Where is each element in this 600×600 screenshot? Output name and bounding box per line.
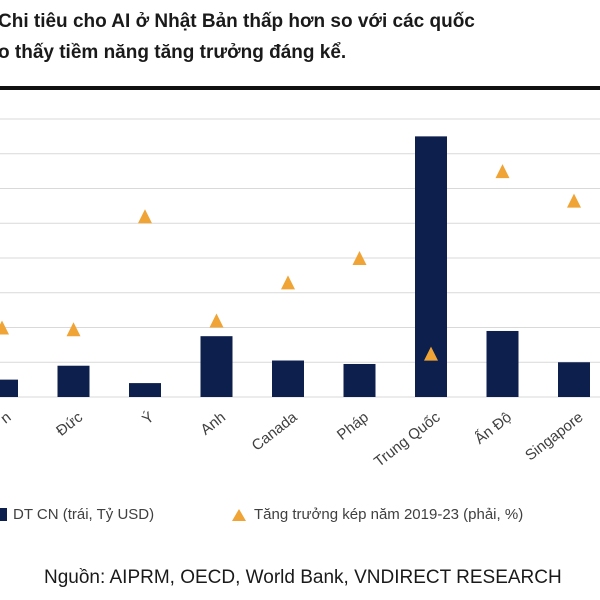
bar [129, 383, 161, 397]
x-tick-label: Canada [249, 408, 301, 454]
title-line-1: Chi tiêu cho AI ở Nhật Bản thấp hơn so v… [0, 11, 475, 32]
x-tick-label: Đức [53, 408, 86, 439]
source-note: Nguồn: AIPRM, OECD, World Bank, VNDIRECT… [44, 567, 562, 588]
marker-triangle [0, 320, 9, 335]
x-tick-label: Anh [197, 409, 229, 439]
bar [200, 336, 233, 397]
marker-triangle [495, 164, 510, 179]
marker-triangle [352, 251, 367, 265]
x-tick-label: Ấn Độ [472, 409, 515, 448]
legend-triangle-swatch [232, 508, 246, 521]
legend-item-marker: Tăng trưởng kép năm 2019-23 (phải, %) [232, 506, 523, 523]
bar [0, 379, 18, 397]
marker-triangle [281, 275, 295, 290]
legend-item-bar: DT CN (trái, Tỷ USD) [0, 506, 154, 523]
legend-marker-label: Tăng trưởng kép năm 2019-23 (phải, %) [254, 506, 524, 523]
chart-plot: n Đức Ý Anh Canada Pháp Trung Quốc Ấn Độ Singapo… [0, 118, 600, 471]
bar [57, 365, 90, 397]
bar [558, 362, 590, 397]
x-tick-label: n [0, 409, 14, 428]
marker-triangle [567, 193, 581, 208]
x-tick-label: Singapore [522, 409, 586, 465]
markers [0, 164, 581, 361]
x-tick-label: Pháp [334, 409, 372, 444]
chart-title: Chi tiêu cho AI ở Nhật Bản thấp hơn so v… [0, 6, 600, 68]
marker-triangle [209, 313, 224, 328]
bars [0, 136, 590, 397]
bar [272, 360, 304, 397]
bar [486, 330, 519, 397]
legend-bar-swatch [0, 508, 7, 521]
marker-triangle [66, 322, 81, 337]
x-tick-label: Ý [139, 409, 157, 429]
title-rule [0, 86, 600, 90]
x-tick-label: Trung Quốc [371, 408, 444, 470]
title-line-2: o thấy tiềm năng tăng trưởng đáng kể. [0, 42, 347, 63]
bar [343, 363, 376, 397]
x-tick-labels: n Đức Ý Anh Canada Pháp Trung Quốc Ấn Độ Singapo… [0, 408, 586, 470]
marker-triangle [138, 209, 152, 224]
marker-triangle [424, 346, 438, 361]
legend-bar-label: DT CN (trái, Tỷ USD) [13, 506, 155, 523]
legend: DT CN (trái, Tỷ USD) Tăng trưởng kép năm… [0, 506, 600, 532]
